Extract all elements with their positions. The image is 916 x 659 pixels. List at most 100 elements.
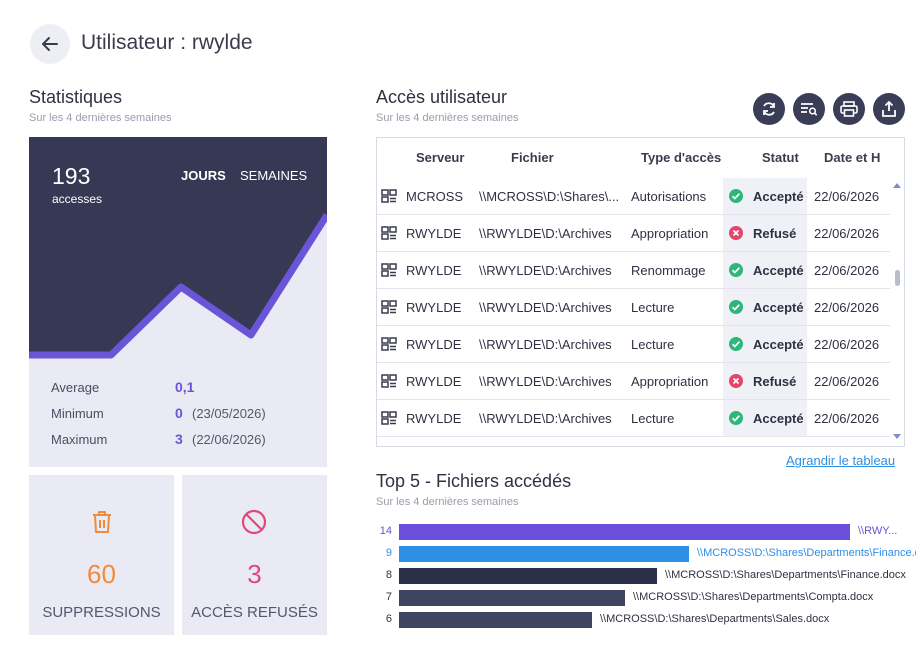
maximum-label: Maximum <box>51 432 108 447</box>
bar[interactable] <box>399 612 592 628</box>
table-row[interactable]: RWYLDE \\RWYLDE\D:\Archives Renommage Accep… <box>377 252 890 289</box>
expand-table-link[interactable]: Agrandir le tableau <box>786 453 896 468</box>
server-icon <box>381 337 397 351</box>
cell-file: \\RWYLDE\D:\Archives <box>479 300 612 315</box>
cell-server: RWYLDE <box>406 411 462 426</box>
cell-date: 22/06/2026 <box>814 226 880 241</box>
cell-server: RWYLDE <box>406 226 462 241</box>
table-row[interactable]: RWYLDE \\RWYLDE\D:\Archives Appropriation R… <box>377 363 890 400</box>
status-text: Refusé <box>753 374 797 389</box>
refresh-icon <box>763 102 775 116</box>
stats-card: 193 accesses JOURS SEMAINES Average 0,1 … <box>29 137 327 467</box>
bar[interactable] <box>399 568 657 584</box>
bar-count-label: 8 <box>385 569 392 581</box>
table-scrollbar[interactable] <box>890 178 904 446</box>
denied-label: ACCÈS REFUSÉS <box>191 604 318 621</box>
status-text: Accepté <box>753 337 804 352</box>
bar-count-label: 7 <box>385 591 392 603</box>
cell-status: Accepté <box>723 400 807 436</box>
back-button[interactable] <box>30 24 70 64</box>
scroll-down-icon[interactable] <box>892 433 902 441</box>
access-subtitle: Sur les 4 dernières semaines <box>376 112 519 124</box>
bar-count-label: 9 <box>385 547 392 559</box>
cell-status: Refusé <box>723 363 807 399</box>
denied-card: 3 ACCÈS REFUSÉS <box>182 475 327 635</box>
server-icon <box>381 226 397 240</box>
bar[interactable] <box>399 524 850 540</box>
cell-date: 22/06/2026 <box>814 189 880 204</box>
cell-file: \\RWYLDE\D:\Archives <box>479 226 612 241</box>
bar-count-label: 14 <box>379 525 392 537</box>
activity-area-chart <box>29 137 327 359</box>
table-row[interactable]: MCROSS \\MCROSS\D:\Shares\... Autorisation… <box>377 178 890 215</box>
share-export-icon <box>882 101 896 117</box>
bar-file-path[interactable]: \\MCROSS\D:\Shares\Departments\Compta.do… <box>633 591 874 603</box>
cell-file: \\MCROSS\D:\Shares\... <box>479 189 620 204</box>
bar-file-path[interactable]: \\MCROSS\D:\Shares\Departments\Sales.doc… <box>600 613 830 625</box>
status-text: Accepté <box>753 411 804 426</box>
scroll-up-icon[interactable] <box>892 181 902 189</box>
col-header-status[interactable]: Statut <box>762 150 799 165</box>
check-circle-icon <box>729 189 743 203</box>
col-header-date[interactable]: Date et H <box>824 150 881 165</box>
total-accesses-label: accesses <box>52 192 103 206</box>
table-row[interactable]: RWYLDE \\RWYLDE\D:\Archives Lecture Accepté… <box>377 289 890 326</box>
maximum-value: 3 <box>175 431 183 447</box>
toggle-weeks[interactable]: SEMAINES <box>240 168 308 183</box>
stats-title: Statistiques <box>29 87 123 107</box>
cell-server: RWYLDE <box>406 300 462 315</box>
cell-status: Accepté <box>723 289 807 325</box>
print-button[interactable] <box>833 93 865 125</box>
table-row[interactable]: RWYLDE \\RWYLDE\D:\Archives Appropriation R… <box>377 215 890 252</box>
cell-date: 22/06/2026 <box>814 263 880 278</box>
cell-status: Accepté <box>723 178 807 214</box>
minimum-date: (23/05/2026) <box>192 406 266 421</box>
check-circle-icon <box>729 411 743 425</box>
access-table: Serveur Fichier Type d'accès Statut Date… <box>376 137 905 447</box>
cell-date: 22/06/2026 <box>814 337 880 352</box>
status-text: Accepté <box>753 189 804 204</box>
search-list-button[interactable] <box>793 93 825 125</box>
average-value: 0,1 <box>175 379 195 395</box>
minimum-label: Minimum <box>51 406 104 421</box>
top5-title: Top 5 - Fichiers accédés <box>376 471 572 491</box>
col-header-file[interactable]: Fichier <box>511 150 554 165</box>
server-icon <box>381 411 397 425</box>
printer-icon <box>840 101 858 117</box>
trash-icon <box>93 511 111 533</box>
average-label: Average <box>51 380 100 395</box>
table-row[interactable]: RWYLDE \\RWYLDE\D:\Archives Lecture Accepté… <box>377 400 890 437</box>
toggle-days[interactable]: JOURS <box>181 168 226 183</box>
cell-date: 22/06/2026 <box>814 374 880 389</box>
x-circle-icon <box>729 374 743 388</box>
bar-file-path[interactable]: \\RWY... <box>858 525 898 537</box>
status-text: Refusé <box>753 226 797 241</box>
list-search-icon <box>801 103 818 116</box>
export-button[interactable] <box>873 93 905 125</box>
cell-server: RWYLDE <box>406 374 462 389</box>
maximum-date: (22/06/2026) <box>192 432 266 447</box>
cell-status: Accepté <box>723 252 807 288</box>
bar[interactable] <box>399 590 625 606</box>
denied-count: 3 <box>247 559 262 589</box>
col-header-server[interactable]: Serveur <box>416 150 465 165</box>
bar-file-path[interactable]: \\MCROSS\D:\Shares\Departments\Finance.d… <box>665 569 906 581</box>
x-circle-icon <box>729 226 743 240</box>
bar-file-path[interactable]: \\MCROSS\D:\Shares\Departments\Finance.d… <box>697 547 916 559</box>
cell-access-type: Appropriation <box>631 226 709 241</box>
cell-server: MCROSS <box>406 189 464 204</box>
cell-file: \\RWYLDE\D:\Archives <box>479 263 612 278</box>
top5-subtitle: Sur les 4 dernières semaines <box>376 496 519 508</box>
refresh-button[interactable] <box>753 93 785 125</box>
server-icon <box>381 300 397 314</box>
cell-access-type: Renommage <box>631 263 706 278</box>
check-circle-icon <box>729 300 743 314</box>
cell-status: Accepté <box>723 326 807 362</box>
cell-status: Refusé <box>723 215 807 251</box>
table-row[interactable]: RWYLDE \\RWYLDE\D:\Archives Lecture Accepté… <box>377 326 890 363</box>
bar[interactable] <box>399 546 689 562</box>
deletions-label: SUPPRESSIONS <box>42 604 161 621</box>
col-header-type[interactable]: Type d'accès <box>641 150 722 165</box>
scroll-thumb[interactable] <box>895 270 900 286</box>
cell-file: \\RWYLDE\D:\Archives <box>479 411 612 426</box>
